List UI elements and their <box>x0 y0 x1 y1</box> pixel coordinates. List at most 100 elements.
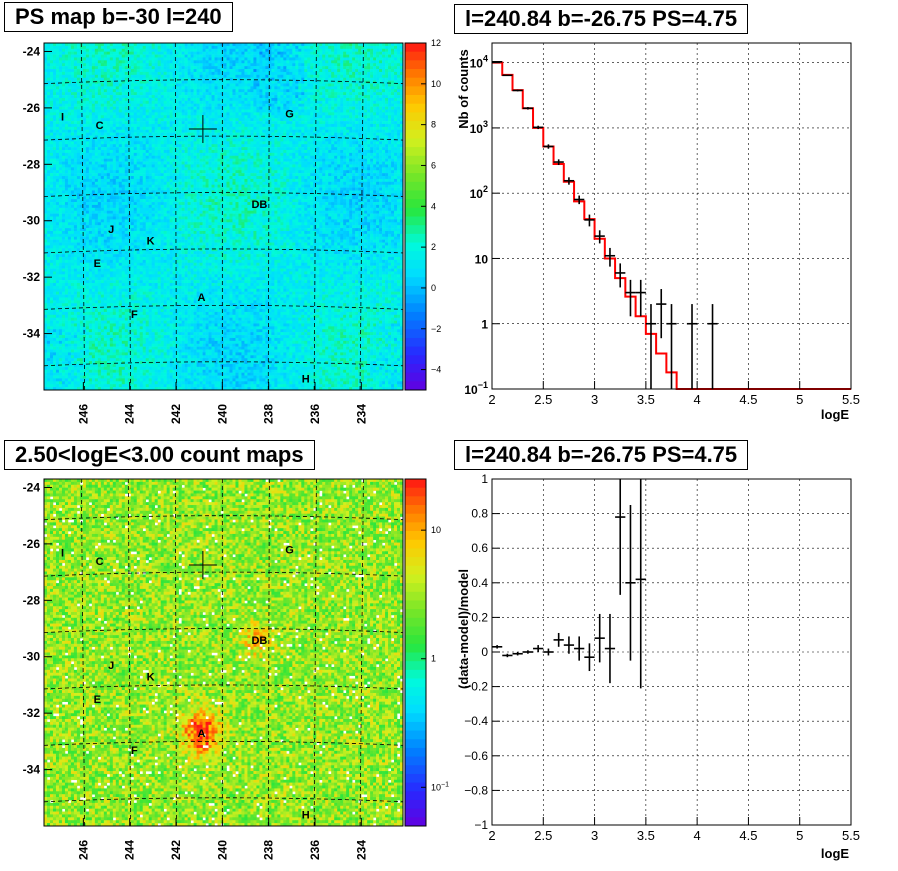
colorbar-segment <box>405 295 426 304</box>
colorbar-segment <box>405 286 426 295</box>
source-label-g: G <box>285 109 294 121</box>
y-tick-label: 0.4 <box>471 576 488 590</box>
source-label-h: H <box>302 374 310 386</box>
source-label-j: J <box>108 660 114 672</box>
colorbar-segment <box>405 488 426 497</box>
source-label-i: I <box>61 547 64 559</box>
colorbar-segment <box>405 269 426 278</box>
data-point <box>625 280 635 316</box>
residual-panel: 2 2.5 3 3.5 4 4.5 5 5.510.80.60.40.20−0.2−0.4−0… <box>456 472 860 861</box>
y-tick-label: 0.8 <box>471 507 488 521</box>
map-image <box>44 479 403 826</box>
colorbar-segment <box>405 112 426 121</box>
x-tick-label: 2.5 <box>534 828 552 843</box>
y-tick-label: -28 <box>23 157 41 171</box>
x-tick-label: 4.5 <box>739 828 757 843</box>
colorbar-segment <box>405 713 426 722</box>
x-tick-label: 242 <box>169 840 183 860</box>
colorbar-segment <box>405 679 426 688</box>
colorbar-segment <box>405 86 426 95</box>
residual-point <box>636 479 646 688</box>
colorbar-segment <box>405 514 426 523</box>
source-label-f: F <box>131 745 138 757</box>
source-label-db: DB <box>251 635 267 647</box>
source-label-e: E <box>94 258 101 270</box>
colorbar-segment <box>405 661 426 670</box>
colorbar-tick-label: 8 <box>431 120 436 130</box>
residual-point <box>533 645 543 652</box>
colorbar-segment <box>405 540 426 549</box>
source-label-k: K <box>147 235 155 247</box>
y-tick-label: −0.4 <box>464 714 488 728</box>
source-label-a: A <box>198 292 206 304</box>
colorbar-segment <box>405 381 426 390</box>
y-tick-label: 10 <box>475 252 489 266</box>
colorbar-segment <box>405 748 426 757</box>
residual-point <box>554 633 564 647</box>
colorbar-segment <box>405 364 426 373</box>
y-axis-label: Nb of counts <box>456 49 471 128</box>
colorbar-segment <box>405 479 426 488</box>
colorbar-tick-label: 12 <box>431 38 441 48</box>
colorbar-segment <box>405 130 426 139</box>
colorbar-segment <box>405 78 426 87</box>
residual-point <box>584 643 594 671</box>
x-tick-label: 3.5 <box>637 828 655 843</box>
colorbar-segment <box>405 496 426 505</box>
x-tick-label: 242 <box>169 404 183 424</box>
y-tick-label: 0.2 <box>471 610 488 624</box>
source-label-db: DB <box>251 199 267 211</box>
y-tick-label: -30 <box>23 650 41 664</box>
y-tick-label: -32 <box>23 270 41 284</box>
y-tick-label: 104 <box>470 54 488 71</box>
data-point <box>574 196 584 205</box>
x-tick-label: 234 <box>354 840 368 860</box>
colorbar-segment <box>405 531 426 540</box>
x-tick-label: 246 <box>76 840 90 860</box>
colorbar-segment <box>405 277 426 286</box>
colorbar-segment <box>405 791 426 800</box>
colorbar-tick-label: 4 <box>431 201 436 211</box>
colorbar-segment <box>405 757 426 766</box>
x-tick-label: 238 <box>262 840 276 860</box>
y-tick-label: -34 <box>23 327 41 341</box>
colorbar-segment <box>405 156 426 165</box>
data-point <box>646 304 656 389</box>
x-tick-label: 4 <box>694 392 701 407</box>
y-tick-label: -26 <box>23 101 41 115</box>
colorbar-segment <box>405 43 426 52</box>
x-tick-label: 3.5 <box>637 392 655 407</box>
colorbar-segment <box>405 208 426 217</box>
x-tick-label: 4 <box>694 828 701 843</box>
x-tick-label: 2 <box>488 828 495 843</box>
colorbar-segment <box>405 260 426 269</box>
source-label-g: G <box>285 545 294 557</box>
source-label-k: K <box>147 671 155 683</box>
colorbar-segment <box>405 653 426 662</box>
source-label-i: I <box>61 111 64 123</box>
colorbar-segment <box>405 138 426 147</box>
residual-point <box>625 505 635 661</box>
x-tick-label: 5.5 <box>842 392 860 407</box>
x-tick-label: 246 <box>76 404 90 424</box>
source-label-e: E <box>94 694 101 706</box>
data-point <box>605 248 615 267</box>
colorbar-segment <box>405 347 426 356</box>
colorbar-tick-label: 10−1 <box>431 781 449 792</box>
data-point <box>513 90 523 92</box>
data-point <box>707 304 717 389</box>
x-tick-label: 244 <box>123 840 137 860</box>
x-tick-label: 2.5 <box>534 392 552 407</box>
colorbar-segment <box>405 217 426 226</box>
colorbar-segment <box>405 173 426 182</box>
colorbar-tick-label: 10 <box>431 79 441 89</box>
x-tick-label: 2 <box>488 392 495 407</box>
source-label-c: C <box>96 120 104 132</box>
x-tick-label: 5.5 <box>842 828 860 843</box>
colorbar-segment <box>405 722 426 731</box>
residual-point <box>523 650 533 653</box>
y-tick-label: 0 <box>481 645 488 659</box>
y-tick-label: −1 <box>474 818 488 832</box>
